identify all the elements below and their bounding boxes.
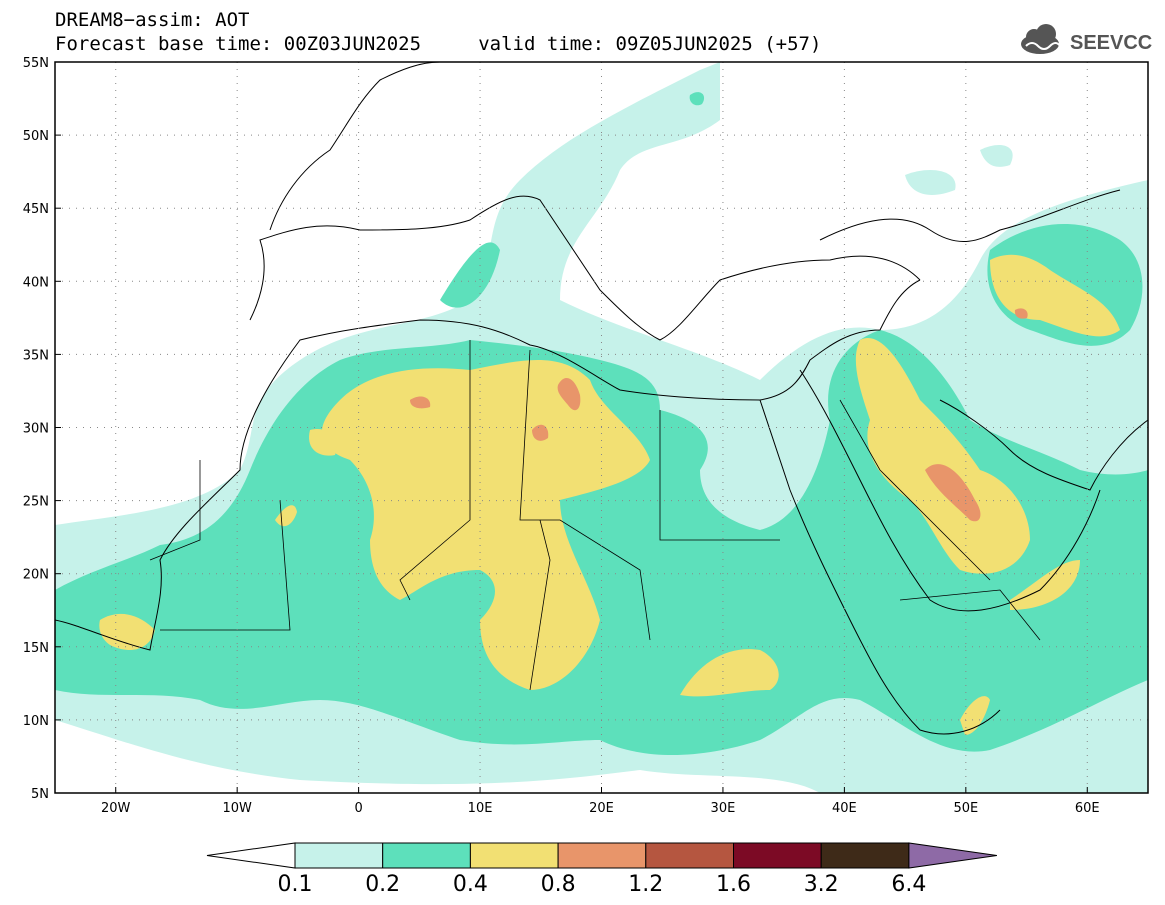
aot-level-0.8 bbox=[410, 308, 1028, 522]
colorbar-labels: 0.1 0.2 0.4 0.8 1.2 1.6 3.2 6.4 bbox=[278, 872, 927, 897]
colorbar-box bbox=[294, 842, 384, 869]
atlantic-europe-coast bbox=[269, 62, 441, 231]
colorbar-box bbox=[557, 842, 647, 869]
country-borders bbox=[149, 340, 1041, 691]
colorbar-label: 3.2 bbox=[804, 872, 839, 897]
longitude-labels: 20W 10W 0 10E 20E 30E 40E 50E 60E bbox=[101, 801, 1100, 816]
colorbar-box bbox=[645, 842, 734, 869]
lon-tick-label: 30E bbox=[711, 801, 736, 816]
lat-tick-label: 50N bbox=[23, 129, 49, 144]
map-frame bbox=[54, 61, 1149, 794]
lat-tick-label: 35N bbox=[23, 348, 49, 363]
colorbar-label: 0.8 bbox=[541, 872, 576, 897]
colorbar-box bbox=[382, 842, 471, 869]
red-sea-west-coast bbox=[759, 399, 1001, 735]
lat-tick-label: 55N bbox=[23, 56, 49, 71]
lon-tick-label: 0 bbox=[354, 801, 362, 816]
title-line-1: DREAM8−assim: AOT bbox=[55, 9, 250, 31]
lon-tick-label: 10W bbox=[222, 801, 252, 816]
cloud-icon bbox=[1021, 24, 1061, 54]
lon-tick-label: 50E bbox=[953, 801, 978, 816]
title-line-2: Forecast base time: 00Z03JUN2025 valid t… bbox=[55, 33, 822, 55]
lat-tick-label: 40N bbox=[23, 275, 49, 290]
black-sea-caspian-coast bbox=[819, 189, 1121, 243]
north-africa-coast bbox=[55, 279, 921, 651]
latitude-labels: 5N 10N 15N 20N 25N 30N 35N 40N 45N 50N 55N bbox=[23, 56, 49, 802]
colorbar-label: 0.1 bbox=[278, 872, 313, 897]
lat-tick-label: 45N bbox=[23, 202, 49, 217]
lat-tick-label: 25N bbox=[23, 495, 49, 510]
logo-text: SEEVCCC bbox=[1070, 32, 1153, 54]
seevccc-logo: SEEVCCC bbox=[1021, 24, 1153, 54]
coastlines bbox=[55, 62, 1148, 735]
lat-tick-label: 15N bbox=[23, 641, 49, 656]
lat-tick-label: 5N bbox=[31, 787, 49, 802]
arabia-coast bbox=[799, 369, 1101, 612]
graticule bbox=[55, 61, 1148, 794]
colorbar-label: 6.4 bbox=[891, 872, 926, 897]
europe-south-coast bbox=[249, 195, 921, 341]
colorbar-label: 0.2 bbox=[365, 872, 400, 897]
lon-tick-label: 40E bbox=[832, 801, 857, 816]
lat-tick-label: 10N bbox=[23, 714, 49, 729]
lat-tick-label: 30N bbox=[23, 422, 49, 437]
colorbar-over-triangle bbox=[908, 842, 997, 869]
lon-tick-label: 20W bbox=[101, 801, 131, 816]
colorbar-label: 1.2 bbox=[628, 872, 663, 897]
lon-tick-label: 10E bbox=[468, 801, 493, 816]
colorbar-box bbox=[733, 842, 822, 869]
colorbar-boxes bbox=[206, 842, 997, 869]
colorbar-under-triangle bbox=[206, 842, 296, 869]
lat-tick-label: 20N bbox=[23, 568, 49, 583]
colorbar-box bbox=[820, 842, 910, 869]
colorbar-label: 1.6 bbox=[716, 872, 751, 897]
colorbar-label: 0.4 bbox=[453, 872, 488, 897]
lon-tick-label: 60E bbox=[1075, 801, 1100, 816]
persian-gulf-coast bbox=[939, 399, 1148, 491]
lon-tick-label: 20E bbox=[589, 801, 614, 816]
colorbar-box bbox=[469, 842, 559, 869]
